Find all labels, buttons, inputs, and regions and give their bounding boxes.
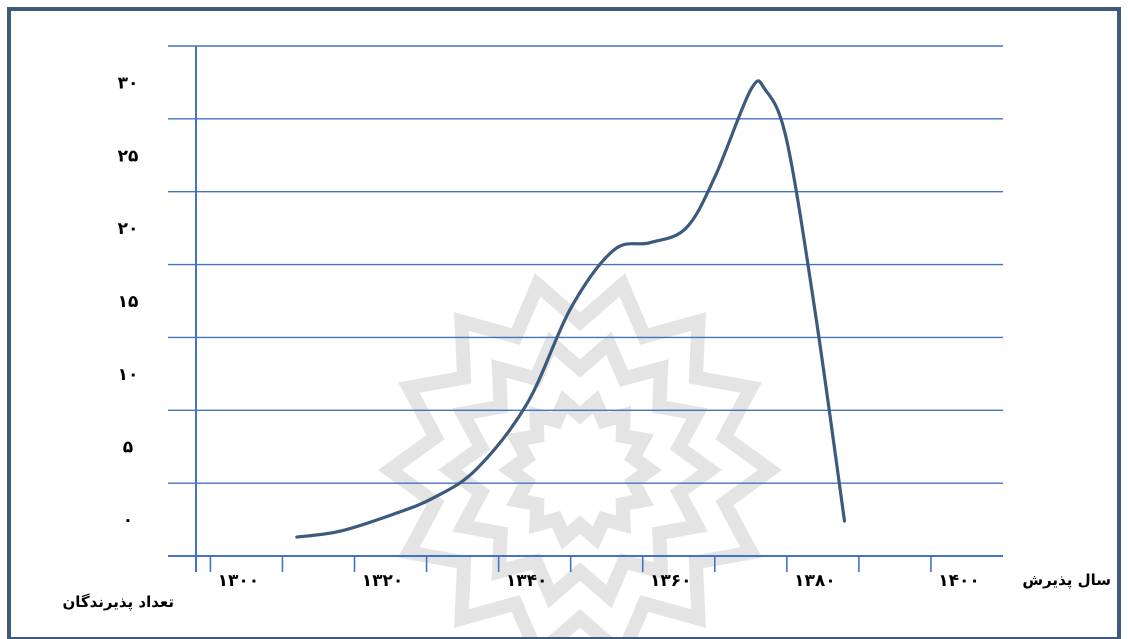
y-tick-label: ۲۰ [118, 219, 139, 239]
series-line [295, 79, 847, 539]
x-tick-label: ۱۳۸۰ [794, 571, 836, 591]
x-tick-labels: ۱۳۰۰ ۱۳۲۰ ۱۳۴۰ ۱۳۶۰ ۱۳۸۰ ۱۴۰۰ [218, 571, 980, 591]
watermark-ring [498, 390, 662, 550]
y-tick-labels: ۰ ۵ ۱۰ ۱۵ ۲۰ ۲۵ ۳۰ [118, 73, 139, 530]
x-tick-label: ۱۳۴۰ [506, 571, 548, 591]
y-axis-title: تعداد پذیرندگان [62, 593, 174, 612]
watermark-ring [438, 331, 722, 609]
y-tick-label: ۰ [123, 511, 133, 531]
x-tick-label: ۱۳۶۰ [650, 571, 692, 591]
axes [195, 46, 932, 572]
chart-border [7, 7, 1121, 639]
x-tick-label: ۱۳۰۰ [218, 571, 260, 591]
grid-lines [168, 45, 1003, 557]
y-tick-label: ۲۵ [118, 146, 139, 166]
x-tick-label: ۱۳۲۰ [362, 571, 404, 591]
x-axis-title: سال پذیرش [1022, 571, 1111, 590]
watermark-ring [378, 273, 782, 639]
y-tick-label: ۵ [123, 438, 133, 458]
y-tick-label: ۳۰ [118, 73, 139, 93]
y-tick-label: ۱۰ [118, 365, 139, 385]
watermark-emblem [378, 273, 782, 639]
x-tick-label: ۱۴۰۰ [938, 571, 980, 591]
y-tick-label: ۱۵ [118, 292, 139, 312]
